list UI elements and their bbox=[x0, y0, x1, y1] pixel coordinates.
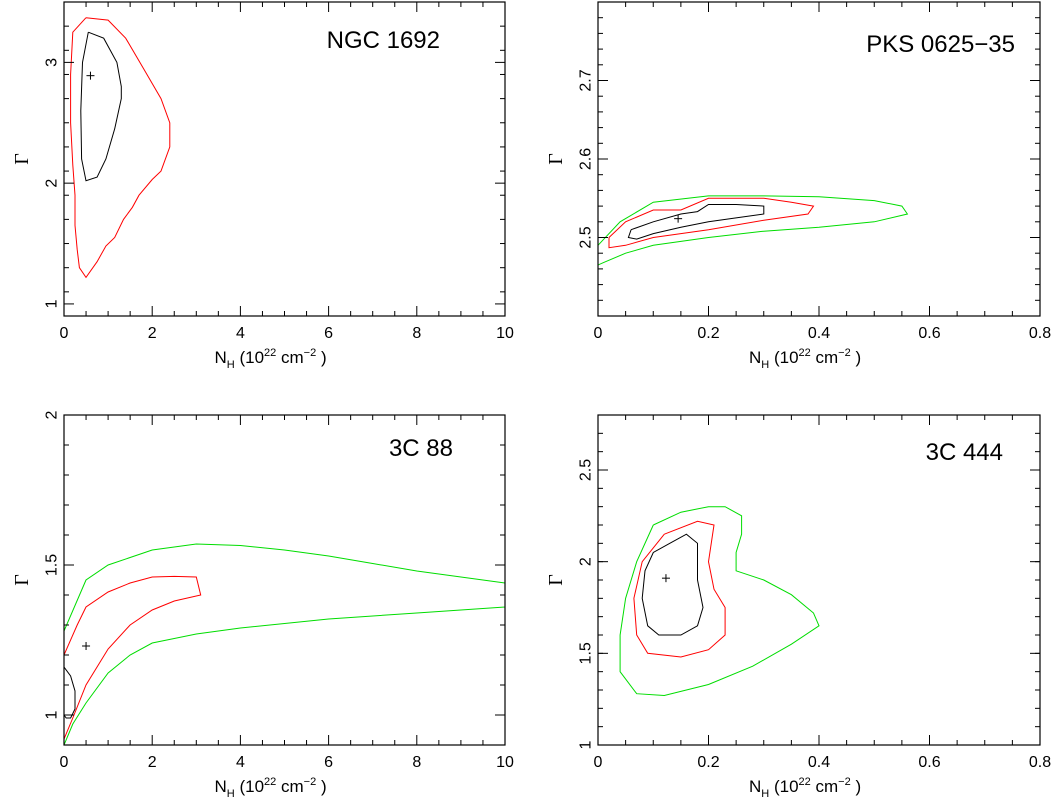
panel-title: 3C 444 bbox=[926, 439, 1003, 466]
x-tick-label: 8 bbox=[412, 754, 421, 771]
y-tick-label: 1 bbox=[44, 299, 61, 308]
y-tick-label: 1 bbox=[578, 740, 595, 749]
y-axis-label: Γ bbox=[545, 153, 567, 165]
x-tick-label: 2 bbox=[148, 325, 157, 342]
y-tick-label: 2 bbox=[44, 410, 61, 419]
x-tick-label: 4 bbox=[236, 325, 245, 342]
y-tick-label: 2.6 bbox=[578, 148, 595, 170]
contour-3 bbox=[64, 543, 505, 745]
x-tick-label: 10 bbox=[496, 325, 514, 342]
panel-title: 3C 88 bbox=[389, 435, 453, 462]
plot-frame bbox=[63, 414, 506, 746]
y-tick-label: 2.5 bbox=[578, 459, 595, 481]
contour-2 bbox=[633, 520, 726, 658]
contour-2 bbox=[70, 17, 171, 279]
x-tick-label: 8 bbox=[412, 325, 421, 342]
y-axis-label: Γ bbox=[11, 574, 33, 586]
x-axis-label: NH (1022 cm−2 ) bbox=[749, 776, 861, 798]
x-axis-label: NH (1022 cm−2 ) bbox=[215, 347, 327, 371]
x-tick-label: 0.2 bbox=[697, 325, 719, 342]
x-tick-label: 0.4 bbox=[808, 754, 830, 771]
contour-1 bbox=[641, 533, 704, 636]
x-tick-label: 2 bbox=[148, 754, 157, 771]
best-fit-marker bbox=[661, 574, 670, 583]
x-tick-label: 6 bbox=[324, 325, 333, 342]
y-tick-label: 2.5 bbox=[578, 226, 595, 248]
y-axis-label: Γ bbox=[11, 153, 33, 165]
best-fit-marker bbox=[82, 642, 91, 650]
contour-3 bbox=[598, 195, 909, 266]
y-tick-label: 1.5 bbox=[578, 642, 595, 664]
x-tick-label: 4 bbox=[236, 754, 245, 771]
x-tick-label: 6 bbox=[324, 754, 333, 771]
panel-3: 0 2 4 6 8 10 1 1.5 2 3C 88 Γ NH (1022 cm−2 ) bbox=[11, 410, 514, 798]
x-tick-label: 0 bbox=[60, 754, 69, 771]
x-tick-label: 0 bbox=[594, 325, 603, 342]
y-axis-label: Γ bbox=[545, 574, 567, 586]
contour-1 bbox=[627, 204, 765, 240]
y-tick-label: 2 bbox=[44, 179, 61, 188]
x-tick-label: 0.6 bbox=[918, 325, 940, 342]
y-tick-label: 1 bbox=[44, 710, 61, 719]
x-axis-label: NH (1022 cm−2 ) bbox=[215, 776, 327, 798]
contour-1 bbox=[80, 31, 122, 182]
contour-2 bbox=[608, 197, 815, 249]
panel-2: 0 0.2 0.4 0.6 0.8 2.5 2.6 2.7 PKS 0625−35 Γ NH (10… bbox=[545, 1, 1051, 371]
panel-title: PKS 0625−35 bbox=[866, 31, 1015, 58]
x-tick-label: 0 bbox=[594, 754, 603, 771]
y-tick-label: 2 bbox=[578, 557, 595, 566]
panel-4: 0 0.2 0.4 0.6 0.8 1 1.5 2 2.5 3C 444 Γ NH (1022 cm−… bbox=[545, 414, 1051, 798]
x-tick-label: 0.8 bbox=[1029, 325, 1051, 342]
y-tick-label: 2.7 bbox=[578, 69, 595, 91]
x-tick-label: 0.8 bbox=[1029, 754, 1051, 771]
x-tick-label: 0.6 bbox=[918, 754, 940, 771]
x-tick-label: 0 bbox=[60, 325, 69, 342]
best-fit-marker bbox=[674, 214, 683, 223]
contour-1 bbox=[64, 666, 76, 719]
x-tick-label: 10 bbox=[496, 754, 514, 771]
contour-3 bbox=[619, 506, 820, 697]
y-tick-label: 1.5 bbox=[44, 554, 61, 576]
x-tick-label: 0.4 bbox=[808, 325, 830, 342]
contour-2 bbox=[64, 575, 202, 740]
y-tick-label: 3 bbox=[44, 58, 61, 67]
panel-title: NGC 1692 bbox=[327, 27, 440, 54]
best-fit-marker bbox=[86, 71, 95, 80]
x-axis-label: NH (1022 cm−2 ) bbox=[749, 347, 861, 371]
x-tick-label: 0.2 bbox=[697, 754, 719, 771]
